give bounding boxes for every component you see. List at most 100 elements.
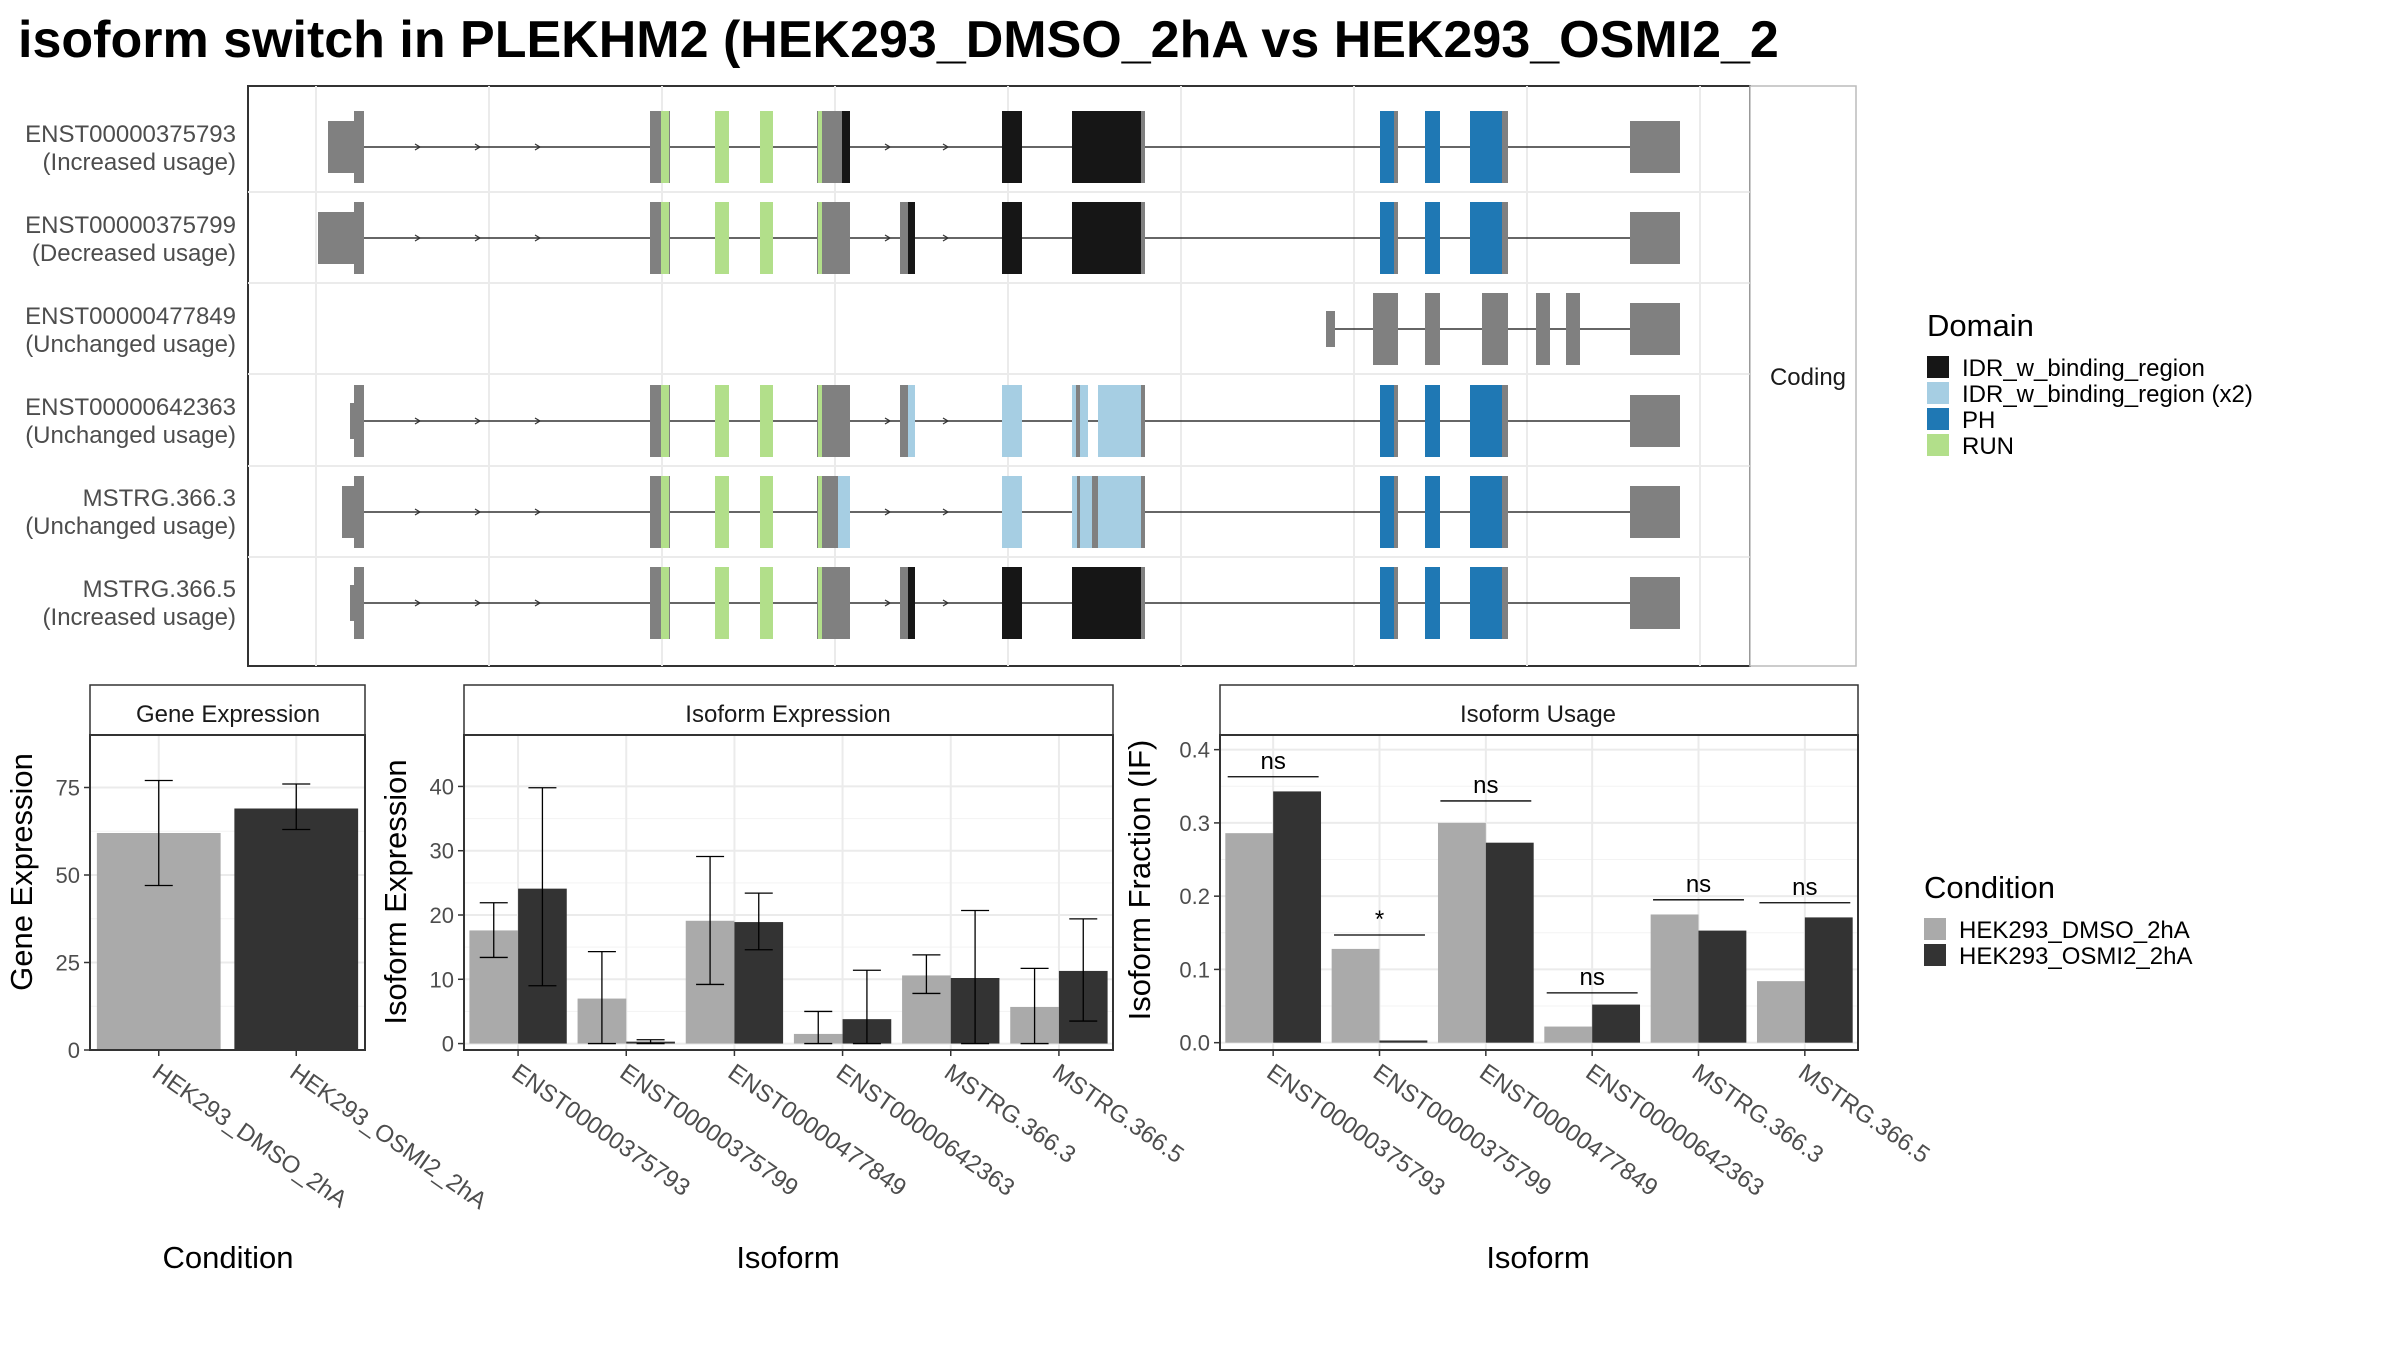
domain-segment <box>908 385 915 457</box>
isoform-usage-label: (Unchanged usage) <box>25 331 236 358</box>
use-panel-ylabel: Isoform Fraction (IF) <box>1122 740 1157 1021</box>
bar <box>1650 914 1699 1043</box>
bar <box>1379 1040 1428 1043</box>
strand-arrow-icon <box>942 599 950 607</box>
use-panel-xlabel: Isoform <box>1486 1240 1589 1275</box>
strand-arrow-icon <box>474 599 482 607</box>
strand-arrow-icon <box>884 599 892 607</box>
x-tick-label: ENST00000375793 <box>507 1059 695 1202</box>
plot-area <box>1220 735 1858 1050</box>
domain-segment <box>1425 111 1440 183</box>
domain-segment <box>908 567 915 639</box>
exon <box>1536 293 1550 365</box>
exon <box>354 567 364 639</box>
exon <box>328 121 354 173</box>
strand-arrow-icon <box>414 143 422 151</box>
domain-segment <box>1470 567 1502 639</box>
strand-arrow-icon <box>474 417 482 425</box>
isoform-id-label: ENST00000477849 <box>25 303 236 330</box>
strand-arrow-icon <box>474 143 482 151</box>
domain-segment <box>715 476 729 548</box>
exon <box>354 202 364 274</box>
strand-arrow-icon <box>884 417 892 425</box>
exon <box>354 111 364 183</box>
strand-arrow-icon <box>534 234 542 242</box>
domain-segment <box>842 111 850 183</box>
exon <box>354 476 364 548</box>
strip-label: Coding <box>1770 364 1846 391</box>
y-tick-label: 0.2 <box>1179 884 1210 909</box>
domain-segment <box>1002 567 1022 639</box>
domain-segment <box>1380 476 1394 548</box>
domain-segment <box>1098 476 1141 548</box>
x-tick-label: ENST00000375799 <box>1368 1059 1556 1202</box>
domain-segment <box>1072 476 1077 548</box>
isoform-usage-label: (Unchanged usage) <box>25 422 236 449</box>
iso-panel-ylabel: Isoform Expression <box>378 759 413 1024</box>
legend-key-idr-x2 <box>1927 382 1949 404</box>
domain-segment <box>818 476 822 548</box>
strand-arrow-icon <box>534 417 542 425</box>
domain-segment <box>760 385 773 457</box>
y-tick-label: 0.3 <box>1179 811 1210 836</box>
significance-label: * <box>1375 906 1384 933</box>
strand-arrow-icon <box>414 417 422 425</box>
panel-border <box>89 734 366 1051</box>
exon <box>1373 293 1398 365</box>
y-tick-label: 50 <box>56 863 80 888</box>
exon <box>817 567 850 639</box>
strand-arrow-icon <box>884 143 892 151</box>
condition-legend-title: Condition <box>1924 870 2055 905</box>
domain-segment <box>1380 385 1394 457</box>
exon <box>1630 577 1680 629</box>
plot-area <box>464 735 1113 1050</box>
domain-segment <box>661 111 669 183</box>
domain-segment <box>661 385 669 457</box>
isoform-usage-label: (Increased usage) <box>43 604 236 631</box>
panel-border <box>1219 734 1859 1051</box>
domain-segment <box>1425 385 1440 457</box>
bar <box>1331 948 1380 1043</box>
domain-segment <box>715 111 729 183</box>
strand-arrow-icon <box>414 599 422 607</box>
legend-label-idr: IDR_w_binding_region <box>1962 355 2205 382</box>
panel-strip <box>463 684 1114 736</box>
y-tick-label: 25 <box>56 951 80 976</box>
domain-segment <box>1002 385 1022 457</box>
domain-segment <box>1002 111 1022 183</box>
bar <box>1698 930 1747 1043</box>
x-tick-label: ENST00000375793 <box>1262 1059 1450 1202</box>
x-tick-label: ENST00000477849 <box>723 1059 911 1202</box>
significance-label: ns <box>1473 772 1498 799</box>
domain-segment <box>1380 202 1394 274</box>
domain-segment <box>715 202 729 274</box>
domain-segment <box>908 202 915 274</box>
isoform-labels: ENST00000375793 (Increased usage) ENST00… <box>25 121 236 631</box>
transcript-track <box>350 567 1680 639</box>
exon <box>350 585 356 621</box>
exon <box>1482 293 1508 365</box>
isoform-usage-label: (Unchanged usage) <box>25 513 236 540</box>
y-tick-label: 0.0 <box>1179 1031 1210 1056</box>
domain-segment <box>1072 567 1141 639</box>
x-tick-label: ENST00000642363 <box>1581 1059 1769 1202</box>
exon <box>318 212 354 264</box>
bar <box>234 808 359 1050</box>
legend-key-dmso <box>1924 918 1946 940</box>
x-tick-label: ENST00000375799 <box>615 1059 803 1202</box>
isoform-usage-label: (Increased usage) <box>43 149 236 176</box>
y-tick-label: 30 <box>430 839 454 864</box>
page-title: isoform switch in PLEKHM2 (HEK293_DMSO_2… <box>18 11 1779 69</box>
transcript-track <box>342 476 1680 548</box>
legend-key-osmi2 <box>1924 944 1946 966</box>
domain-legend: Domain IDR_w_binding_region IDR_w_bindin… <box>1927 308 2253 460</box>
domain-segment <box>1002 476 1022 548</box>
gene-panel-title: Gene Expression <box>136 701 320 728</box>
domain-segment <box>760 476 773 548</box>
exon <box>1425 293 1440 365</box>
y-tick-label: 0 <box>68 1038 80 1063</box>
exon <box>342 486 354 538</box>
domain-segment <box>818 111 822 183</box>
isoform-id-label: ENST00000642363 <box>25 394 236 421</box>
domain-segment <box>715 385 729 457</box>
